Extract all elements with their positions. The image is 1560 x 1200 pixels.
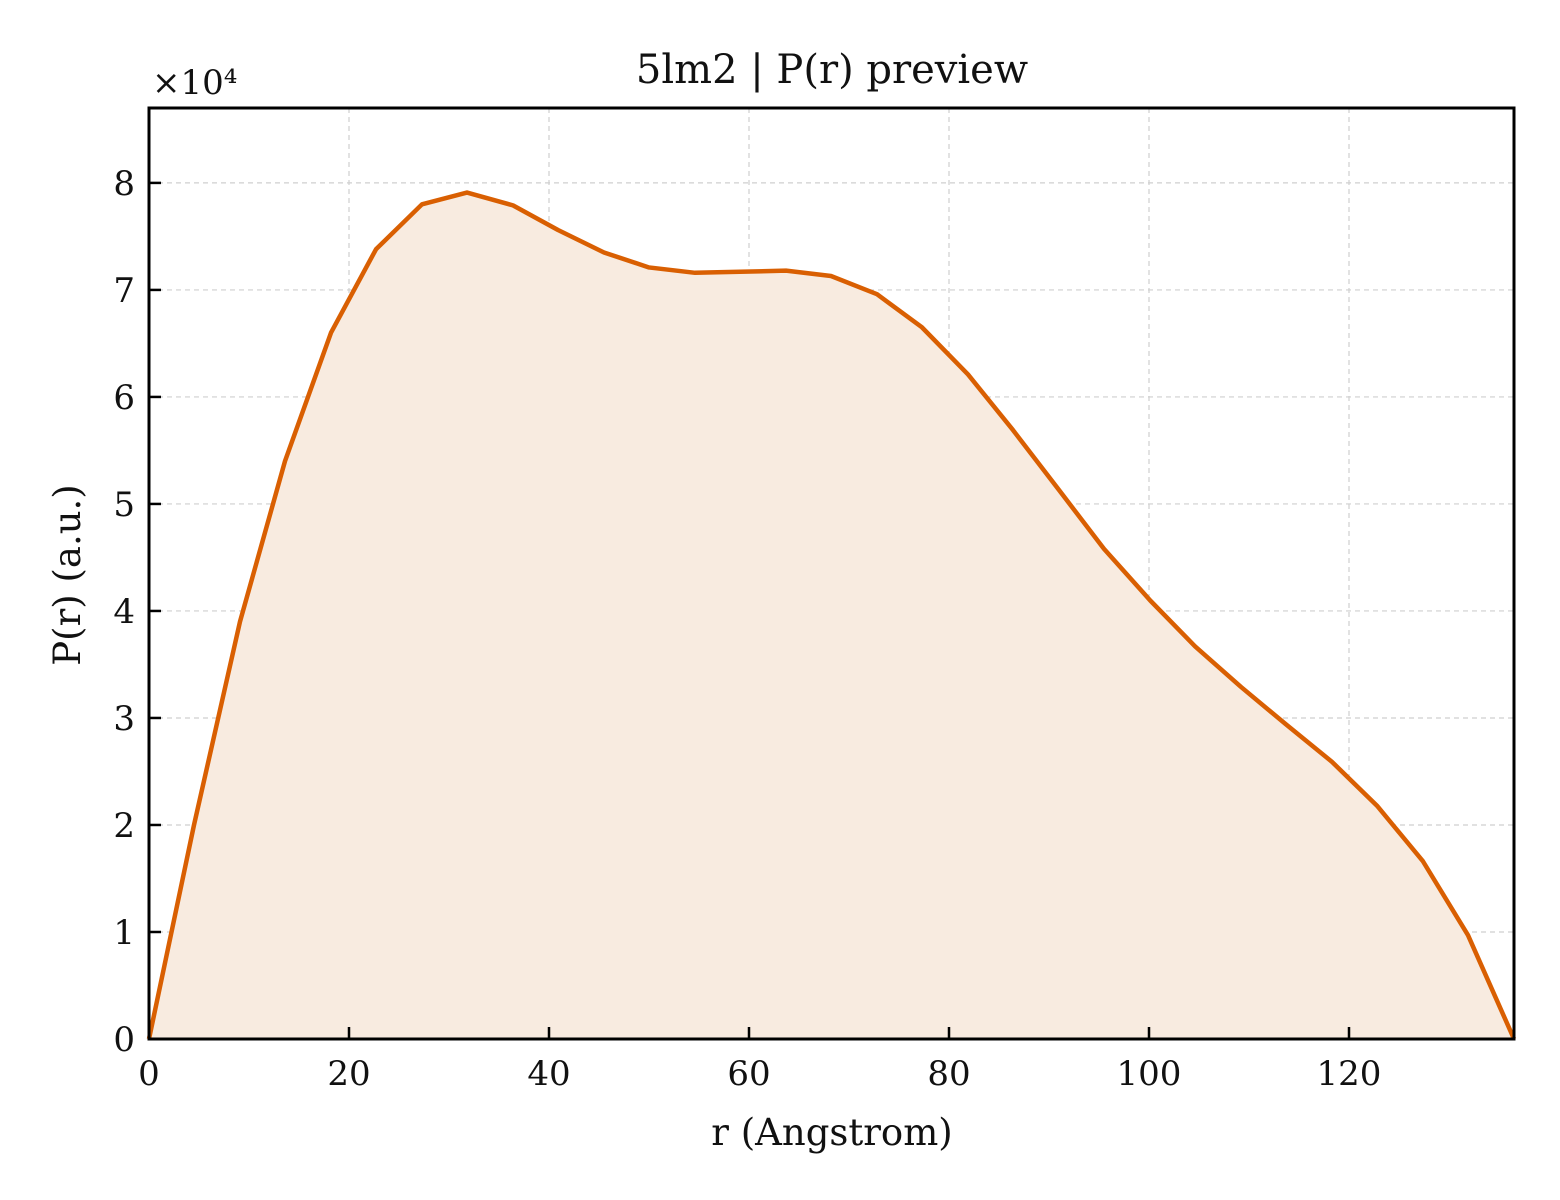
y-multiplier-label: ×10⁴ — [152, 63, 237, 103]
y-tick-label: 0 — [113, 1020, 135, 1060]
y-tick-label: 5 — [113, 485, 135, 525]
axis-ticks — [147, 181, 1351, 1041]
plot-frame — [147, 106, 1516, 1041]
x-tick-label: 100 — [1117, 1054, 1182, 1094]
series-line — [146, 190, 1517, 1040]
y-tick-label: 1 — [113, 913, 135, 953]
chart-title: 5lm2 | P(r) preview — [636, 47, 1028, 93]
y-tick-label: 8 — [113, 164, 135, 204]
y-tick-label: 7 — [113, 271, 135, 311]
x-tick-label: 120 — [1317, 1054, 1382, 1094]
x-tick-label: 40 — [527, 1054, 570, 1094]
series-area-fill — [149, 192, 1514, 1040]
x-tick-label: 0 — [138, 1054, 160, 1094]
y-tick-label: 4 — [113, 592, 135, 632]
tick-labels: 0 20 40 60 80 100 120 0 1 2 3 4 5 6 7 8 — [113, 164, 1381, 1094]
y-axis-label: P(r) (a.u.) — [46, 484, 89, 666]
x-tick-label: 20 — [327, 1054, 370, 1094]
x-tick-label: 60 — [727, 1054, 770, 1094]
x-tick-label: 80 — [927, 1054, 970, 1094]
y-tick-label: 2 — [113, 806, 135, 846]
y-tick-label: 6 — [113, 378, 135, 418]
y-tick-label: 3 — [113, 699, 135, 739]
x-axis-label: r (Angstrom) — [711, 1111, 952, 1154]
